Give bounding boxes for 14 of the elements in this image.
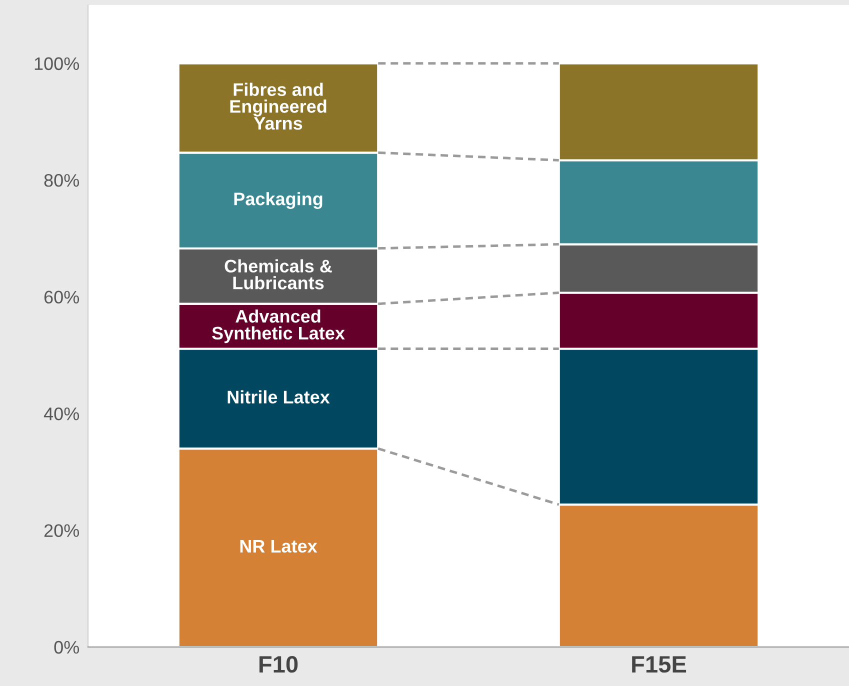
y-tick-label: 80% bbox=[44, 174, 80, 187]
series-label: Fibres and Engineered Yarns bbox=[230, 82, 326, 130]
series-label: Packaging bbox=[234, 192, 322, 209]
y-tick-label: 20% bbox=[44, 524, 80, 537]
series-label: Nitrile Latex bbox=[228, 390, 330, 404]
y-tick-label: 0% bbox=[54, 640, 80, 654]
x-tick-label: F10 bbox=[259, 656, 298, 673]
series-label: NR Latex bbox=[240, 540, 318, 553]
y-tick-label: 40% bbox=[44, 407, 80, 420]
series-label: Chemicals & Lubricants bbox=[224, 259, 332, 290]
y-tick-label: 100% bbox=[34, 57, 80, 70]
series-label: Advanced Synthetic Latex bbox=[212, 309, 345, 344]
y-tick-label: 60% bbox=[44, 290, 80, 304]
x-tick-label: F15E bbox=[632, 656, 686, 673]
